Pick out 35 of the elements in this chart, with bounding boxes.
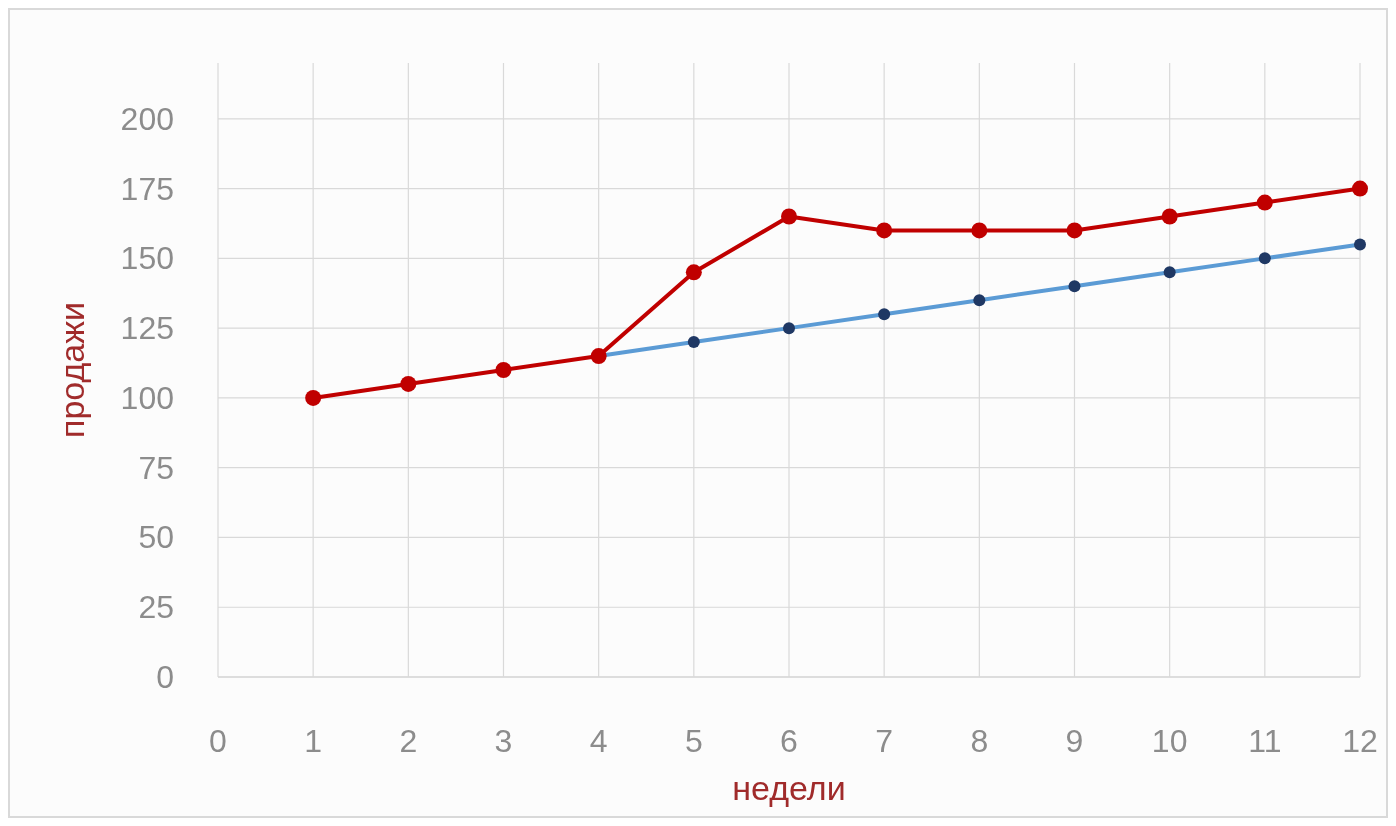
point	[495, 362, 512, 378]
x-tick-label: 3	[494, 723, 513, 759]
point	[305, 389, 322, 406]
x-tick-label: 7	[875, 723, 894, 759]
point	[1161, 208, 1178, 225]
x-tick-label: 4	[589, 723, 608, 759]
x-tick-label: 10	[1151, 723, 1188, 759]
y-tick-label: 150	[120, 240, 174, 277]
x-tick-label: 12	[1342, 723, 1378, 759]
x-tick-label: 5	[684, 723, 703, 759]
y-tick-label: 25	[138, 589, 174, 626]
point	[1256, 194, 1273, 211]
x-tick-label: 2	[399, 723, 418, 759]
x-tick-label: 9	[1065, 723, 1084, 759]
y-axis-title: продажи	[53, 302, 91, 438]
y-tick-label: 200	[120, 100, 174, 137]
point	[971, 222, 988, 239]
x-tick-label: 6	[780, 723, 798, 759]
x-tick-label: 8	[970, 723, 989, 759]
y-tick-label: 75	[138, 449, 174, 486]
x-tick-label: 0	[209, 723, 227, 759]
x-tick-label: 11	[1248, 723, 1282, 759]
point	[400, 375, 417, 392]
x-tick-label: 1	[304, 723, 323, 759]
point	[685, 264, 702, 281]
y-tick-label: 175	[120, 170, 174, 207]
y-tick-label: 125	[120, 310, 174, 347]
y-tick-label: 50	[138, 519, 174, 556]
point	[876, 222, 893, 239]
point	[781, 208, 797, 225]
y-tick-label: 100	[120, 379, 174, 416]
point	[1352, 180, 1368, 197]
x-axis-title: недели	[732, 769, 846, 807]
point	[1066, 222, 1083, 239]
y-tick-label: 0	[156, 659, 174, 695]
